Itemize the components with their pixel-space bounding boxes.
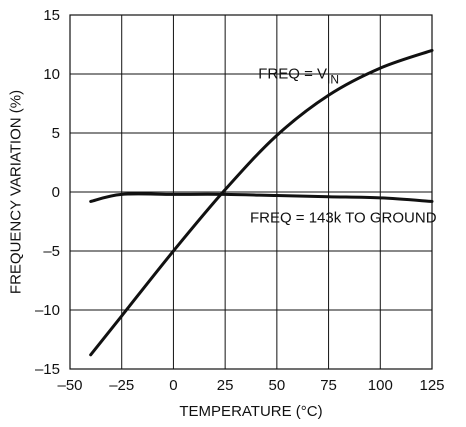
x-tick-label: 125 bbox=[419, 377, 444, 394]
y-tick-label: 15 bbox=[43, 7, 60, 24]
y-tick-label: –5 bbox=[43, 243, 60, 260]
y-axis-label: FREQUENCY VARIATION (%) bbox=[8, 90, 25, 294]
x-tick-label: –50 bbox=[57, 377, 82, 394]
y-tick-label: –15 bbox=[35, 361, 60, 378]
y-tick-label: 5 bbox=[52, 125, 60, 142]
series-label-freq-143k: FREQ = 143k TO GROUND bbox=[250, 210, 437, 227]
series-label-freq-vin: FREQ = VIN bbox=[258, 66, 339, 87]
x-tick-label: 25 bbox=[217, 377, 234, 394]
x-tick-label: 75 bbox=[320, 377, 337, 394]
y-tick-label: 0 bbox=[52, 184, 60, 201]
series-line-freq-vin bbox=[89, 48, 434, 357]
y-tick-label: –10 bbox=[35, 302, 60, 319]
y-tick-labels: –15 –10 –5 0 5 10 15 bbox=[35, 7, 60, 378]
plot-frame bbox=[69, 14, 433, 370]
y-tick-label: 10 bbox=[43, 66, 60, 83]
x-axis-label: TEMPERATURE (°C) bbox=[179, 403, 322, 420]
grid bbox=[70, 15, 432, 369]
series-label-freq-vin-sub: IN bbox=[327, 73, 339, 87]
series-line-freq-143k bbox=[89, 192, 434, 203]
x-tick-label: 0 bbox=[169, 377, 177, 394]
series-label-freq-vin-main: FREQ = V bbox=[258, 66, 327, 83]
x-tick-label: 50 bbox=[269, 377, 286, 394]
x-tick-labels: –50 –25 0 25 50 75 100 125 bbox=[57, 377, 444, 394]
x-tick-label: 100 bbox=[368, 377, 393, 394]
series-group bbox=[89, 48, 434, 357]
x-tick-label: –25 bbox=[109, 377, 134, 394]
